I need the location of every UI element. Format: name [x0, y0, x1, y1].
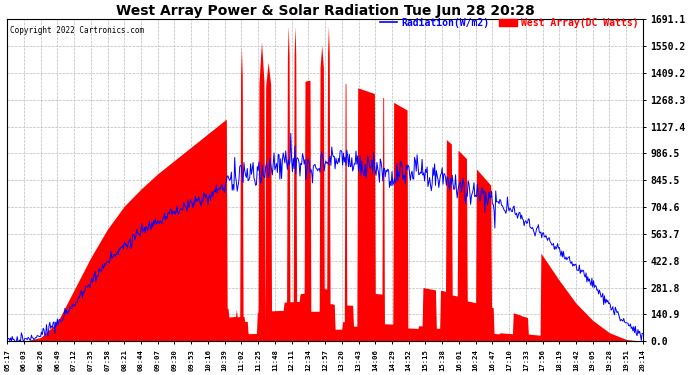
Text: Copyright 2022 Cartronics.com: Copyright 2022 Cartronics.com: [10, 26, 144, 35]
Title: West Array Power & Solar Radiation Tue Jun 28 20:28: West Array Power & Solar Radiation Tue J…: [116, 4, 535, 18]
Legend: Radiation(W/m2), West Array(DC Watts): Radiation(W/m2), West Array(DC Watts): [380, 18, 638, 28]
